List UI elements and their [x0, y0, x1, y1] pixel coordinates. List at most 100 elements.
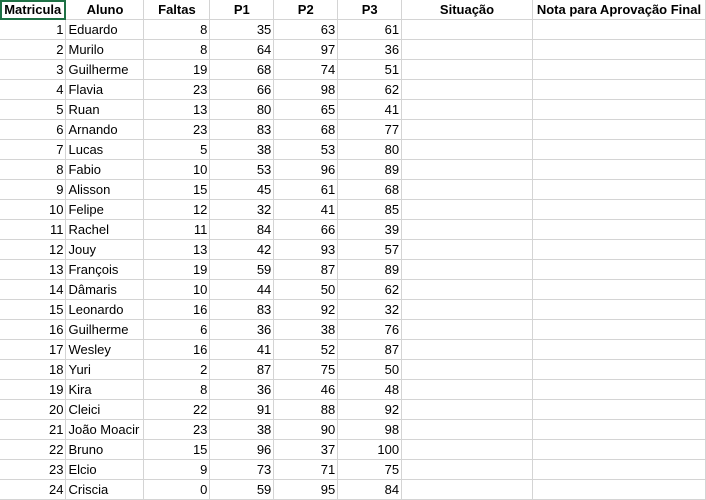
cell-aluno[interactable]: Criscia — [65, 479, 145, 500]
cell-p1[interactable]: 96 — [209, 439, 275, 460]
cell-aluno[interactable]: Ruan — [65, 99, 145, 120]
cell-p1[interactable]: 83 — [209, 299, 275, 320]
cell-aluno[interactable]: Felipe — [65, 199, 145, 220]
cell-p2[interactable]: 71 — [273, 459, 339, 480]
cell-faltas[interactable]: 8 — [143, 39, 211, 60]
cell-p3[interactable]: 62 — [337, 279, 403, 300]
cell-nota-aprovacao-final[interactable] — [532, 79, 706, 100]
cell-p2[interactable]: 88 — [273, 399, 339, 420]
cell-situacao[interactable] — [401, 159, 533, 180]
cell-nota-aprovacao-final[interactable] — [532, 219, 706, 240]
cell-situacao[interactable] — [401, 259, 533, 280]
cell-p3[interactable]: 89 — [337, 159, 403, 180]
cell-nota-aprovacao-final[interactable] — [532, 179, 706, 200]
cell-aluno[interactable]: Eduardo — [65, 19, 145, 40]
cell-faltas[interactable]: 9 — [143, 459, 211, 480]
cell-p2[interactable]: 38 — [273, 319, 339, 340]
cell-aluno[interactable]: François — [65, 259, 145, 280]
cell-nota-aprovacao-final[interactable] — [532, 479, 706, 500]
cell-p3[interactable]: 80 — [337, 139, 403, 160]
cell-nota-aprovacao-final[interactable] — [532, 199, 706, 220]
cell-p2[interactable]: 50 — [273, 279, 339, 300]
cell-faltas[interactable]: 19 — [143, 59, 211, 80]
header-nota-aprovacao-final[interactable]: Nota para Aprovação Final — [532, 0, 706, 20]
cell-p1[interactable]: 73 — [209, 459, 275, 480]
cell-nota-aprovacao-final[interactable] — [532, 379, 706, 400]
cell-faltas[interactable]: 22 — [143, 399, 211, 420]
cell-matricula[interactable]: 10 — [0, 199, 67, 220]
cell-p3[interactable]: 84 — [337, 479, 403, 500]
cell-p3[interactable]: 76 — [337, 319, 403, 340]
cell-matricula[interactable]: 15 — [0, 299, 67, 320]
cell-faltas[interactable]: 13 — [143, 239, 211, 260]
cell-p3[interactable]: 62 — [337, 79, 403, 100]
cell-matricula[interactable]: 7 — [0, 139, 67, 160]
cell-p2[interactable]: 37 — [273, 439, 339, 460]
cell-situacao[interactable] — [401, 179, 533, 200]
cell-faltas[interactable]: 13 — [143, 99, 211, 120]
cell-p1[interactable]: 38 — [209, 139, 275, 160]
cell-faltas[interactable]: 15 — [143, 179, 211, 200]
cell-faltas[interactable]: 12 — [143, 199, 211, 220]
cell-matricula[interactable]: 9 — [0, 179, 67, 200]
cell-p2[interactable]: 75 — [273, 359, 339, 380]
cell-p2[interactable]: 63 — [273, 19, 339, 40]
cell-aluno[interactable]: Leonardo — [65, 299, 145, 320]
cell-p2[interactable]: 93 — [273, 239, 339, 260]
cell-nota-aprovacao-final[interactable] — [532, 159, 706, 180]
cell-matricula[interactable]: 16 — [0, 319, 67, 340]
cell-nota-aprovacao-final[interactable] — [532, 59, 706, 80]
cell-nota-aprovacao-final[interactable] — [532, 359, 706, 380]
cell-situacao[interactable] — [401, 19, 533, 40]
cell-p2[interactable]: 61 — [273, 179, 339, 200]
cell-p3[interactable]: 36 — [337, 39, 403, 60]
cell-situacao[interactable] — [401, 199, 533, 220]
cell-situacao[interactable] — [401, 439, 533, 460]
cell-aluno[interactable]: Rachel — [65, 219, 145, 240]
cell-aluno[interactable]: Alisson — [65, 179, 145, 200]
cell-aluno[interactable]: Elcio — [65, 459, 145, 480]
cell-p3[interactable]: 41 — [337, 99, 403, 120]
cell-faltas[interactable]: 8 — [143, 379, 211, 400]
cell-p1[interactable]: 36 — [209, 319, 275, 340]
cell-p3[interactable]: 85 — [337, 199, 403, 220]
cell-faltas[interactable]: 16 — [143, 339, 211, 360]
header-situacao[interactable]: Situação — [401, 0, 533, 20]
cell-aluno[interactable]: Arnando — [65, 119, 145, 140]
cell-aluno[interactable]: Wesley — [65, 339, 145, 360]
cell-matricula[interactable]: 1 — [0, 19, 67, 40]
cell-p2[interactable]: 46 — [273, 379, 339, 400]
cell-situacao[interactable] — [401, 299, 533, 320]
cell-situacao[interactable] — [401, 59, 533, 80]
cell-p2[interactable]: 66 — [273, 219, 339, 240]
cell-p3[interactable]: 68 — [337, 179, 403, 200]
cell-aluno[interactable]: João Moacir — [65, 419, 145, 440]
cell-p1[interactable]: 41 — [209, 339, 275, 360]
cell-nota-aprovacao-final[interactable] — [532, 339, 706, 360]
cell-matricula[interactable]: 4 — [0, 79, 67, 100]
cell-aluno[interactable]: Guilherme — [65, 59, 145, 80]
cell-situacao[interactable] — [401, 379, 533, 400]
cell-p3[interactable]: 48 — [337, 379, 403, 400]
cell-aluno[interactable]: Jouy — [65, 239, 145, 260]
cell-faltas[interactable]: 15 — [143, 439, 211, 460]
cell-p3[interactable]: 51 — [337, 59, 403, 80]
cell-p1[interactable]: 44 — [209, 279, 275, 300]
cell-p2[interactable]: 41 — [273, 199, 339, 220]
cell-p1[interactable]: 32 — [209, 199, 275, 220]
cell-aluno[interactable]: Dâmaris — [65, 279, 145, 300]
cell-p3[interactable]: 89 — [337, 259, 403, 280]
cell-aluno[interactable]: Lucas — [65, 139, 145, 160]
cell-matricula[interactable]: 20 — [0, 399, 67, 420]
cell-p1[interactable]: 83 — [209, 119, 275, 140]
cell-situacao[interactable] — [401, 219, 533, 240]
cell-matricula[interactable]: 11 — [0, 219, 67, 240]
cell-aluno[interactable]: Yuri — [65, 359, 145, 380]
cell-faltas[interactable]: 10 — [143, 279, 211, 300]
cell-situacao[interactable] — [401, 399, 533, 420]
cell-p1[interactable]: 84 — [209, 219, 275, 240]
cell-aluno[interactable]: Cleici — [65, 399, 145, 420]
header-p3[interactable]: P3 — [337, 0, 403, 20]
cell-matricula[interactable]: 14 — [0, 279, 67, 300]
cell-aluno[interactable]: Guilherme — [65, 319, 145, 340]
